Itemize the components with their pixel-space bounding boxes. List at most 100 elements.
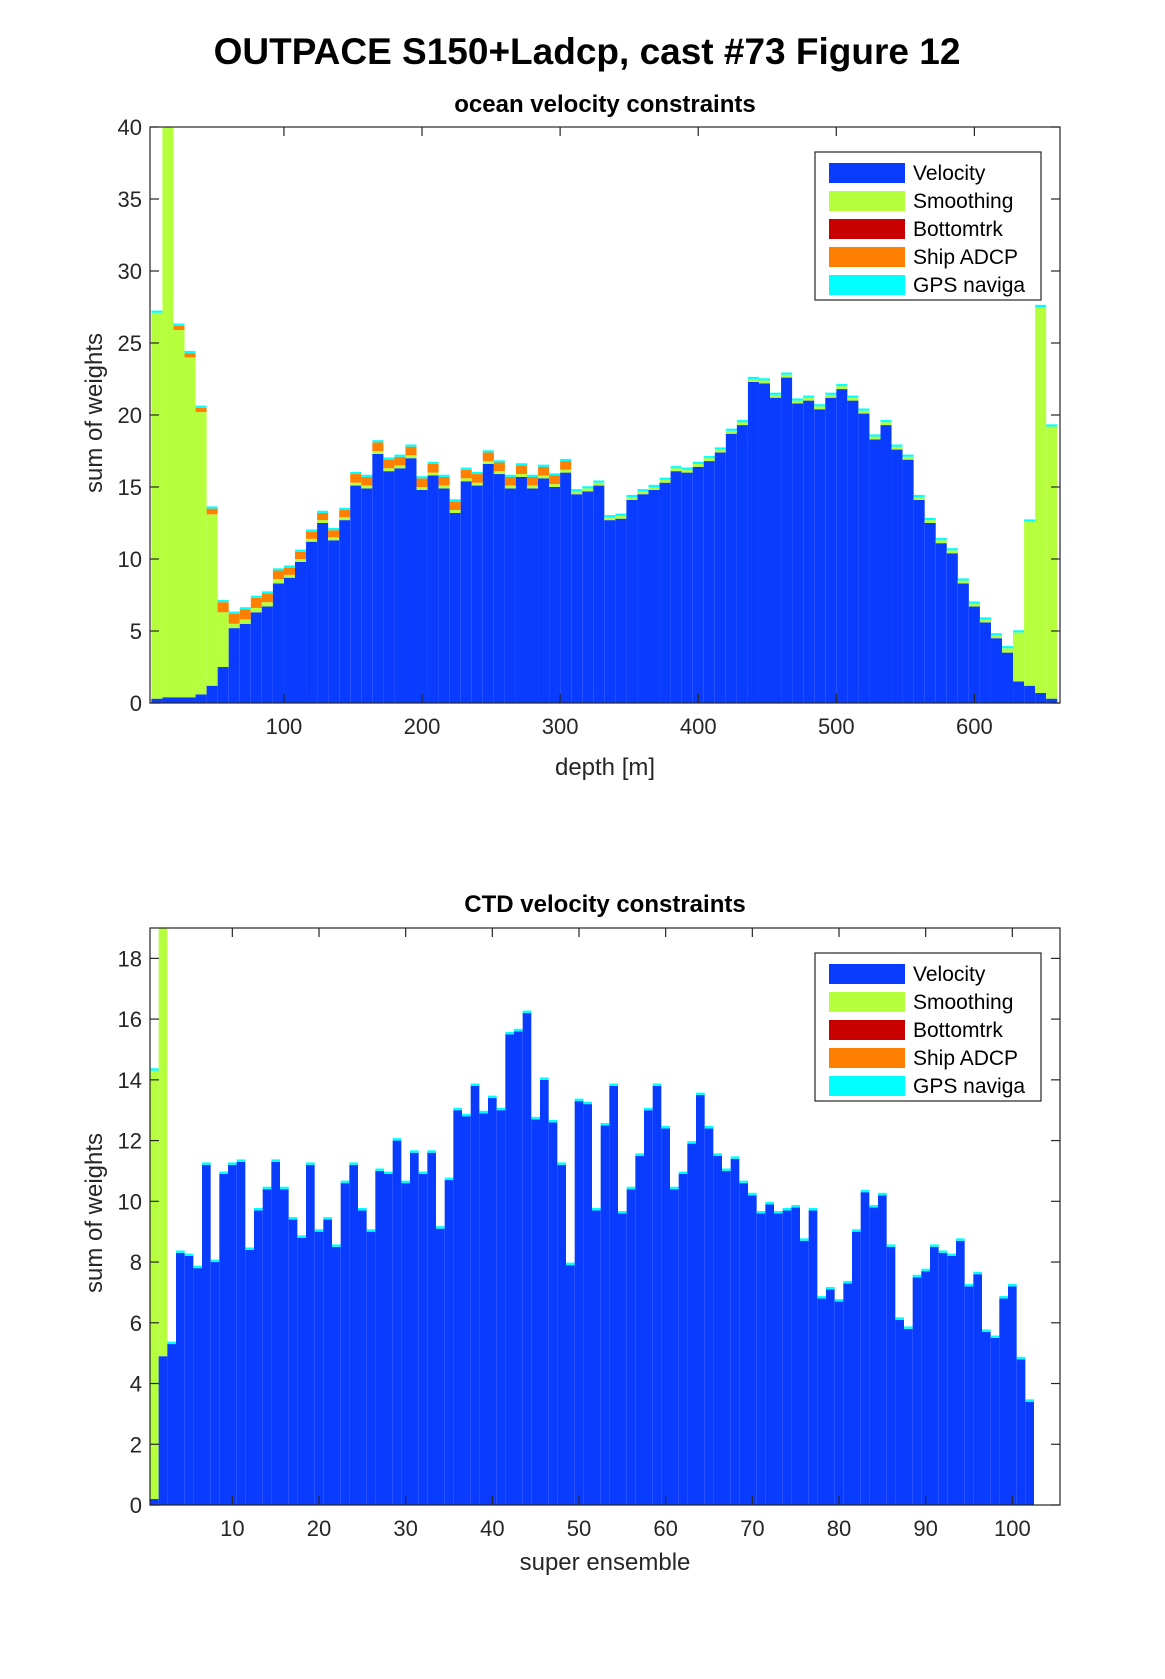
ctd-bar-velocity-25 xyxy=(366,1231,376,1505)
ctd-x-tick-label-3: 40 xyxy=(480,1516,504,1541)
ctd-bar-gps-naviga-16 xyxy=(288,1217,298,1220)
ctd-x-tick-label-6: 70 xyxy=(740,1516,764,1541)
ocean-bar-velocity-37 xyxy=(560,472,572,703)
ocean-bar-velocity-7 xyxy=(228,628,240,703)
ocean-bar-smoothing-37 xyxy=(560,469,572,473)
ocean-bar-gps-naviga-12 xyxy=(283,565,295,568)
ctd-bar-velocity-83 xyxy=(869,1207,878,1505)
ocean-bar-gps-naviga-21 xyxy=(383,457,395,460)
ctd-legend-label-velocity: Velocity xyxy=(913,963,986,986)
ocean-bar-gps-naviga-27 xyxy=(449,499,461,502)
ocean-legend-label-ship-adcp: Ship ADCP xyxy=(913,246,1018,269)
ocean-bar-smoothing-8 xyxy=(239,619,251,624)
ocean-bar-smoothing-36 xyxy=(549,484,561,487)
ctd-bar-gps-naviga-85 xyxy=(886,1244,896,1247)
ocean-bar-gps-naviga-80 xyxy=(1035,304,1047,307)
ocean-bar-gps-naviga-65 xyxy=(869,434,881,437)
ocean-bar-gps-naviga-59 xyxy=(803,395,815,398)
ctd-bar-gps-naviga-31 xyxy=(418,1171,428,1174)
ctd-y-tick-label-3: 6 xyxy=(130,1311,142,1336)
ocean-legend-swatch-velocity xyxy=(829,163,905,183)
ocean-bar-gps-naviga-35 xyxy=(538,464,550,467)
ocean-bar-ship-adcp-12 xyxy=(283,567,295,575)
ocean-bar-gps-naviga-13 xyxy=(294,549,307,552)
ctd-bar-gps-naviga-55 xyxy=(626,1186,636,1190)
ocean-bar-ship-adcp-36 xyxy=(549,475,561,485)
ocean-bar-ship-adcp-35 xyxy=(538,466,550,476)
ocean-bar-velocity-66 xyxy=(880,425,892,703)
ocean-bar-gps-naviga-48 xyxy=(681,467,693,470)
ctd-bar-gps-naviga-53 xyxy=(609,1083,618,1086)
ctd-bar-velocity-90 xyxy=(930,1246,939,1505)
ctd-y-tick-label-1: 2 xyxy=(130,1432,142,1457)
ctd-bar-gps-naviga-14 xyxy=(271,1159,280,1162)
ctd-bar-velocity-7 xyxy=(210,1262,220,1505)
ocean-bar-smoothing-11 xyxy=(272,579,284,584)
ocean-bar-gps-naviga-32 xyxy=(504,474,516,477)
ocean-bar-velocity-39 xyxy=(582,491,594,703)
ctd-bar-velocity-30 xyxy=(410,1152,419,1505)
ocean-bar-velocity-36 xyxy=(549,487,561,703)
ocean-bar-gps-naviga-70 xyxy=(924,517,936,521)
ocean-bar-smoothing-27 xyxy=(449,510,461,513)
ocean-bar-velocity-41 xyxy=(604,520,616,703)
ocean-bar-ship-adcp-16 xyxy=(328,530,340,538)
ocean-bar-smoothing-44 xyxy=(637,491,649,495)
ctd-bar-velocity-14 xyxy=(271,1161,280,1505)
ocean-bar-velocity-27 xyxy=(449,512,461,703)
ocean-legend-swatch-bottomtrk xyxy=(829,219,905,239)
ocean-bar-velocity-77 xyxy=(1002,652,1014,703)
ocean-bar-smoothing-53 xyxy=(736,422,748,426)
ctd-bar-gps-naviga-78 xyxy=(826,1286,835,1290)
ctd-legend-label-ship-adcp: Ship ADCP xyxy=(913,1047,1018,1070)
ocean-bar-gps-naviga-46 xyxy=(659,477,671,480)
ctd-bar-velocity-100 xyxy=(1016,1359,1026,1505)
ocean-bar-velocity-25 xyxy=(427,475,439,703)
ctd-bar-velocity-67 xyxy=(730,1158,740,1505)
ocean-bar-smoothing-45 xyxy=(648,487,660,490)
ctd-bar-gps-naviga-48 xyxy=(566,1262,575,1266)
ocean-bar-velocity-54 xyxy=(747,381,759,703)
ctd-bar-velocity-22 xyxy=(340,1183,350,1505)
ocean-bar-smoothing-24 xyxy=(416,487,428,490)
ctd-bar-gps-naviga-52 xyxy=(600,1122,610,1126)
ocean-bar-velocity-12 xyxy=(283,577,295,703)
ocean-y-tick-label-6: 30 xyxy=(118,259,142,284)
ctd-bar-gps-naviga-3 xyxy=(176,1250,185,1253)
ocean-bar-smoothing-52 xyxy=(725,430,737,434)
ctd-y-tick-label-9: 18 xyxy=(118,946,142,971)
ocean-bar-velocity-70 xyxy=(924,523,936,703)
ctd-bar-gps-naviga-7 xyxy=(210,1259,220,1263)
ctd-bar-gps-naviga-50 xyxy=(583,1101,592,1105)
ocean-bar-velocity-51 xyxy=(714,452,726,703)
ocean-bar-velocity-8 xyxy=(239,623,251,703)
ocean-bar-gps-naviga-55 xyxy=(758,378,771,381)
ctd-x-tick-label-4: 50 xyxy=(567,1516,591,1541)
ocean-bar-velocity-40 xyxy=(593,485,605,703)
ctd-bar-velocity-88 xyxy=(912,1277,922,1505)
ctd-bar-gps-naviga-40 xyxy=(496,1107,506,1111)
ctd-bar-velocity-89 xyxy=(921,1271,930,1505)
ctd-bar-gps-naviga-39 xyxy=(488,1095,497,1099)
ocean-bar-gps-naviga-30 xyxy=(482,450,494,453)
ctd-bar-gps-naviga-13 xyxy=(262,1186,272,1190)
ocean-legend: Velocity Smoothing Bottomtrk Ship ADCP GPS n… xyxy=(814,151,1042,301)
ctd-legend-label-smoothing: Smoothing xyxy=(913,991,1013,1014)
ctd-bar-smoothing-0 xyxy=(150,1070,159,1499)
ocean-bar-gps-naviga-56 xyxy=(770,392,782,395)
ocean-bar-ship-adcp-13 xyxy=(294,551,307,559)
ctd-bar-velocity-68 xyxy=(739,1183,748,1505)
ocean-velocity-panel: ocean velocity constraints depth [m] sum… xyxy=(81,91,1061,781)
ocean-bar-velocity-13 xyxy=(294,561,307,703)
ctd-bar-gps-naviga-24 xyxy=(358,1208,367,1211)
ctd-bar-gps-naviga-74 xyxy=(791,1204,800,1208)
ctd-bar-velocity-3 xyxy=(176,1252,185,1505)
ocean-y-tick-label-0: 0 xyxy=(130,691,142,716)
ocean-bar-smoothing-70 xyxy=(924,520,936,523)
ctd-x-tick-label-5: 60 xyxy=(653,1516,677,1541)
ocean-bar-gps-naviga-41 xyxy=(604,515,616,518)
ocean-bar-gps-naviga-19 xyxy=(361,474,373,477)
ocean-bar-smoothing-4 xyxy=(195,412,207,695)
ocean-bar-smoothing-25 xyxy=(427,472,439,476)
ctd-bar-velocity-44 xyxy=(531,1119,540,1505)
